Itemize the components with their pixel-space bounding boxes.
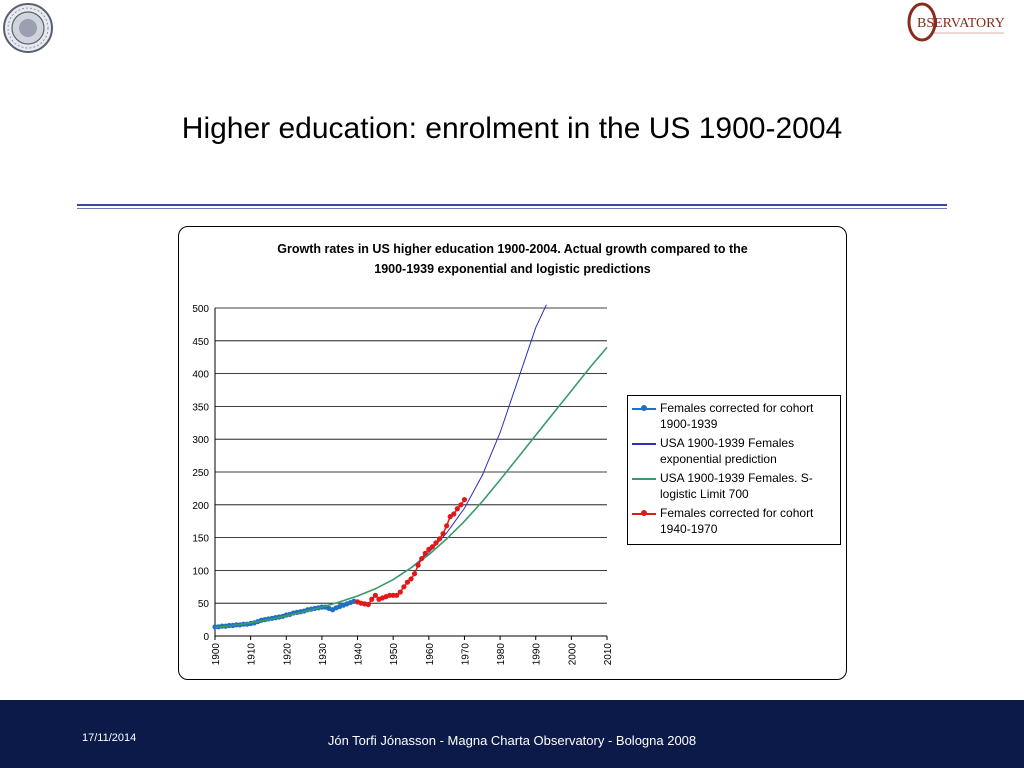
data-point-s4-1952: [397, 589, 403, 595]
slide-title: Higher education: enrolment in the US 19…: [181, 112, 843, 145]
footer-date: 17/11/2014: [82, 732, 137, 744]
y-tick-label-450: 450: [192, 337, 209, 348]
chart-plot: 0 50 100 150 200 250 300 350 400 450 500 1900 1910 19…: [192, 304, 614, 666]
data-point-s4-1959: [422, 550, 428, 556]
chart-container: Growth rates in US higher education 1900…: [178, 226, 847, 680]
data-point-s4-1962: [433, 540, 439, 546]
chart-title: Growth rates in US higher education 1900…: [179, 239, 846, 279]
data-point-s4-1963: [436, 536, 443, 542]
legend-label-4: Females corrected for cohort 1940-1970: [660, 506, 814, 536]
data-point-s4-1955: [408, 576, 414, 582]
x-tick-label-1960: 1960: [425, 643, 436, 666]
data-point-s4-1956: [411, 571, 418, 577]
data-point-s4-1965: [444, 523, 450, 529]
x-tick-label-1900: 1900: [211, 643, 222, 666]
x-tick-label-1930: 1930: [318, 643, 329, 666]
chart-title-line-2: 1900-1939 exponential and logistic predi…: [374, 262, 651, 276]
data-point-s4-1944: [369, 596, 375, 602]
legend-label-2: USA 1900-1939 Females exponential predic…: [660, 436, 795, 466]
y-tick-label-150: 150: [192, 534, 209, 545]
chart-legend: Females corrected for cohort 1900-1939 US…: [627, 395, 841, 545]
data-point-s4-1960: [426, 546, 432, 553]
x-tick-label-2010: 2010: [603, 643, 614, 666]
observatory-logo: BSERVATORY: [907, 2, 1005, 42]
data-point-s4-1966: [447, 514, 453, 520]
data-point-s4-1958: [419, 555, 425, 562]
y-tick-label-350: 350: [192, 402, 209, 413]
y-tick-label-50: 50: [198, 599, 210, 610]
x-tick-label-2000: 2000: [567, 643, 578, 666]
footer-bar: 17/11/2014 Jón Torfi Jónasson - Magna Ch…: [0, 700, 1024, 768]
legend-symbol-2: [632, 436, 656, 450]
y-tick-label-500: 500: [192, 304, 209, 315]
legend-item-4: Females corrected for cohort 1940-1970: [632, 505, 836, 537]
data-point-s4-1949: [387, 592, 393, 598]
y-tick-label-0: 0: [203, 632, 209, 643]
x-tick-label-1920: 1920: [282, 643, 293, 666]
x-tick-label-1910: 1910: [247, 643, 258, 666]
data-point-s4-1964: [440, 531, 446, 537]
legend-symbol-1: [632, 401, 656, 415]
data-point-s4-1967: [451, 511, 457, 517]
data-point-s4-1961: [429, 544, 435, 550]
series-line-3: [214, 346, 608, 629]
data-point-s4-1970: [461, 496, 468, 503]
university-seal-logo: [3, 3, 53, 53]
x-tick-label-1940: 1940: [354, 643, 365, 666]
legend-item-1: Females corrected for cohort 1900-1939: [632, 400, 836, 432]
y-tick-label-200: 200: [192, 501, 209, 512]
title-divider-thin: [77, 208, 947, 209]
legend-symbol-3: [632, 471, 656, 485]
data-point-s4-1950: [390, 592, 396, 598]
y-tick-label-250: 250: [192, 468, 209, 479]
legend-item-2: USA 1900-1939 Females exponential predic…: [632, 435, 836, 467]
y-tick-label-400: 400: [192, 370, 209, 381]
data-point-s4-1957: [415, 562, 421, 568]
data-point-s4-1951: [394, 592, 400, 598]
x-tick-label-1970: 1970: [460, 643, 471, 666]
footer-text: Jón Torfi Jónasson - Magna Charta Observ…: [327, 733, 697, 748]
legend-label-1: Females corrected for cohort 1900-1939: [660, 401, 814, 431]
x-tick-label-1990: 1990: [532, 643, 543, 666]
y-tick-label-300: 300: [192, 435, 209, 446]
chart-title-line-1: Growth rates in US higher education 1900…: [277, 242, 748, 256]
data-point-s4-1969: [458, 502, 464, 508]
y-tick-label-100: 100: [192, 566, 209, 577]
title-divider: [77, 204, 947, 206]
data-point-s4-1953: [401, 584, 407, 590]
logo-text: BSERVATORY: [917, 16, 1005, 31]
data-point-s4-1954: [404, 579, 411, 585]
x-tick-label-1980: 1980: [496, 643, 507, 666]
legend-symbol-4: [632, 506, 656, 520]
data-point-s4-1943: [365, 601, 371, 608]
legend-label-3: USA 1900-1939 Females. S-logistic Limit …: [660, 471, 813, 501]
series-line-2: [214, 304, 547, 628]
data-point-s4-1945: [372, 592, 378, 598]
x-tick-label-1950: 1950: [389, 643, 400, 666]
legend-item-3: USA 1900-1939 Females. S-logistic Limit …: [632, 470, 836, 502]
data-point-s4-1968: [454, 506, 460, 512]
